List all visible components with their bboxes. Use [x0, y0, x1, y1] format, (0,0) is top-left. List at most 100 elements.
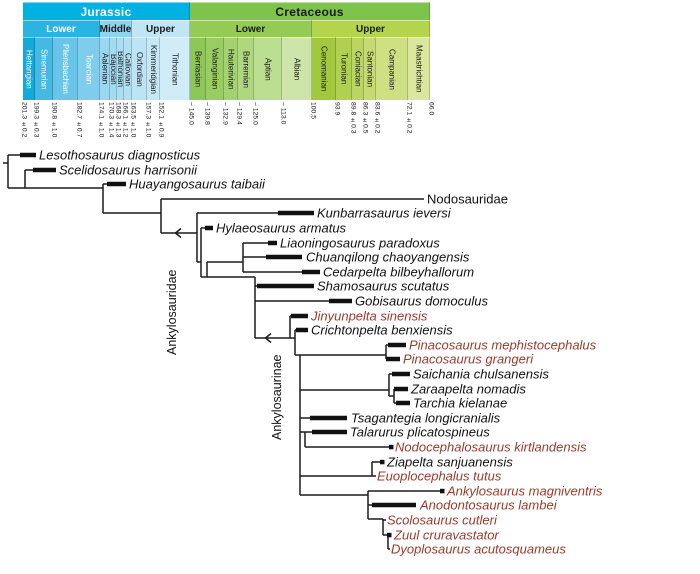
clade-annotation-ankylosaurinae: Ankylosaurinae [270, 354, 284, 440]
occurrence-dots [380, 444, 445, 538]
series-cell-label: Lower [235, 23, 266, 35]
stage-cell-sinemurian: Sinemurian [35, 37, 53, 100]
taxon-label: Tarchia kielanae [413, 395, 507, 410]
taxon-label: Hylaeosaurus armatus [216, 220, 347, 235]
boundary-date: 182.7 ±0.7 [73, 102, 84, 150]
boundary-date: 66.0 [425, 102, 436, 150]
taxon-label: Kunbarrasaurus ieversi [317, 205, 452, 220]
taxon-label: Shamosaurus scutatus [317, 278, 450, 293]
stage-cell-bathonian: Bathonian [117, 37, 124, 100]
taxon-label: Scolosaurus cutleri [387, 512, 498, 527]
stage-cell-label: Aalenian [100, 53, 110, 85]
boundary-date-label: ~ 132.9 [221, 102, 229, 125]
boundary-date: 163.5 ±1.0 [127, 102, 138, 150]
boundary-date-label: 89.8 ±0.3 [349, 102, 357, 134]
boundary-date-label: 86.3 ±0.5 [361, 102, 369, 134]
taxon-label: Scelidosaurus harrisonii [59, 162, 198, 177]
boundary-date-label: 83.6 ±0.2 [373, 102, 381, 134]
boundary-date-label: ~ 145.0 [187, 102, 195, 125]
boundary-date-label: 166.1 ±1.2 [121, 102, 129, 138]
boundary-date: 100.5 [307, 102, 318, 150]
boundary-date: ~ 139.8 [201, 102, 212, 150]
boundary-date: 157.3 ±1.0 [142, 102, 153, 150]
series-cell-middle: Middle [100, 20, 132, 37]
taxon-label: Zaraapelta nomadis [410, 381, 526, 396]
stage-cell-label: Hettangian [24, 49, 34, 89]
stage-cell-label: Albian [292, 57, 302, 81]
boundary-date-label: 182.7 ±0.7 [75, 102, 83, 138]
boundary-date-label: 199.3 ±0.3 [32, 102, 40, 138]
boundary-date: ~ 129.4 [233, 102, 244, 150]
boundary-date: ~ 145.0 [185, 102, 196, 150]
series-cell-lower: Lower [190, 20, 312, 37]
boundary-date: ~ 132.9 [219, 102, 230, 150]
boundary-date: 199.3 ±0.3 [30, 102, 41, 150]
stage-cell-label: Turonian [339, 53, 349, 85]
boundary-date-label: 170.3 ±1.4 [107, 102, 115, 138]
boundary-date-label: 100.5 [309, 102, 317, 120]
taxon-label: Saichania chulsanensis [413, 366, 549, 381]
stage-cell-toarcian: Toarcian [78, 37, 100, 100]
stage-cell-label: Valanginian [210, 48, 220, 90]
boundary-date: ~ 113.0 [277, 102, 288, 150]
taxon-label: Liaoningosaurus paradoxus [280, 235, 440, 250]
boundary-date-label: ~ 113.0 [279, 102, 287, 125]
stage-cell-label: Cenomanian [319, 46, 329, 92]
taxon-label: Gobisaurus domoculus [355, 293, 488, 308]
taxon-label: Tsagantegia longicranialis [351, 410, 501, 425]
taxon-label: Pinacosaurus grangeri [403, 351, 534, 366]
geologic-timescale: Jurassic Cretaceous Lower Middle Upper Lower U… [0, 0, 700, 150]
boundary-date-label: 152.1 ±0.9 [157, 102, 165, 138]
series-cell-label: Upper [356, 23, 385, 35]
taxon-label: Crichtonpelta benxiensis [311, 322, 453, 337]
taxa-labels: Lesothosaurus diagnosticusScelidosaurus … [39, 147, 603, 556]
taxon-label: Euoplocephalus tutus [377, 468, 502, 483]
tree-range-bars [20, 152, 416, 508]
boundary-date: 93.9 [331, 102, 342, 150]
taxon-label: Talarurus plicatospineus [350, 424, 490, 439]
boundary-date: 86.3 ±0.5 [359, 102, 370, 150]
taxon-label: Chuanqilong chaoyangensis [306, 249, 470, 264]
stage-cell-label: Campanian [387, 48, 397, 90]
series-cell-label: Middle [100, 23, 132, 35]
stage-cell-tithonian: Tithonian [160, 37, 190, 100]
stage-cell-label: Kimmeridgian [149, 44, 158, 94]
period-cell-cretaceous: Cretaceous [190, 2, 430, 20]
clade-node-arrows [174, 227, 272, 344]
stage-cell-label: Berriasian [193, 50, 203, 87]
boundary-date-label: ~ 139.8 [203, 102, 211, 125]
clade-node-arrow-icon [174, 227, 182, 239]
stage-cell-hauterivian: Hauterivian [224, 37, 238, 100]
boundary-date: 168.3 ±1.3 [112, 102, 123, 150]
series-cell-upper: Upper [312, 20, 430, 37]
taxon-label: Zuul cruravastator [393, 527, 499, 542]
stage-cell-label: Coniacian [353, 51, 363, 87]
series-cell-label: Upper [146, 23, 175, 35]
stage-cell-label: Pliensbachian [61, 44, 70, 94]
boundary-date-label: 163.5 ±1.0 [129, 102, 137, 138]
taxon-label: Anodontosaurus lambei [419, 497, 558, 512]
boundary-date: 190.8 ±1.0 [48, 102, 59, 150]
stage-cell-label: Bathonian [117, 50, 124, 88]
stage-cell-label: Sinemurian [39, 48, 49, 90]
taxon-label: Nodocephalosaurus kirtlandensis [395, 439, 587, 454]
boundary-date-label: 174.1 ±1.0 [97, 102, 105, 138]
period-cell-label: Cretaceous [275, 4, 344, 19]
stage-cell-label: Hauterivian [226, 48, 236, 90]
stage-cell-callovian: Callovian [124, 37, 132, 100]
stage-cell-albian: Albian [282, 37, 312, 100]
boundary-date-label: 66.0 [427, 102, 435, 116]
stage-cell-coniacian: Coniacian [352, 37, 364, 100]
boundary-date-label: 190.8 ±1.0 [50, 102, 58, 138]
stage-cell-cenomanian: Cenomanian [312, 37, 336, 100]
clade-node-arrow-icon [264, 332, 272, 344]
clade-labels: Ankylosauridae Ankylosaurinae [165, 269, 284, 440]
boundary-date: 201.3 ±0.2 [18, 102, 29, 150]
stage-cell-hettangian: Hettangian [23, 37, 35, 100]
boundary-date: 152.1 ±0.9 [155, 102, 166, 150]
series-cell-lower: Lower [23, 20, 100, 37]
stage-cell-label: Maastrichtian [414, 45, 424, 93]
taxon-label: Dyoplosaurus acutosquameus [391, 541, 566, 556]
boundary-date-label: 201.3 ±0.2 [20, 102, 28, 138]
